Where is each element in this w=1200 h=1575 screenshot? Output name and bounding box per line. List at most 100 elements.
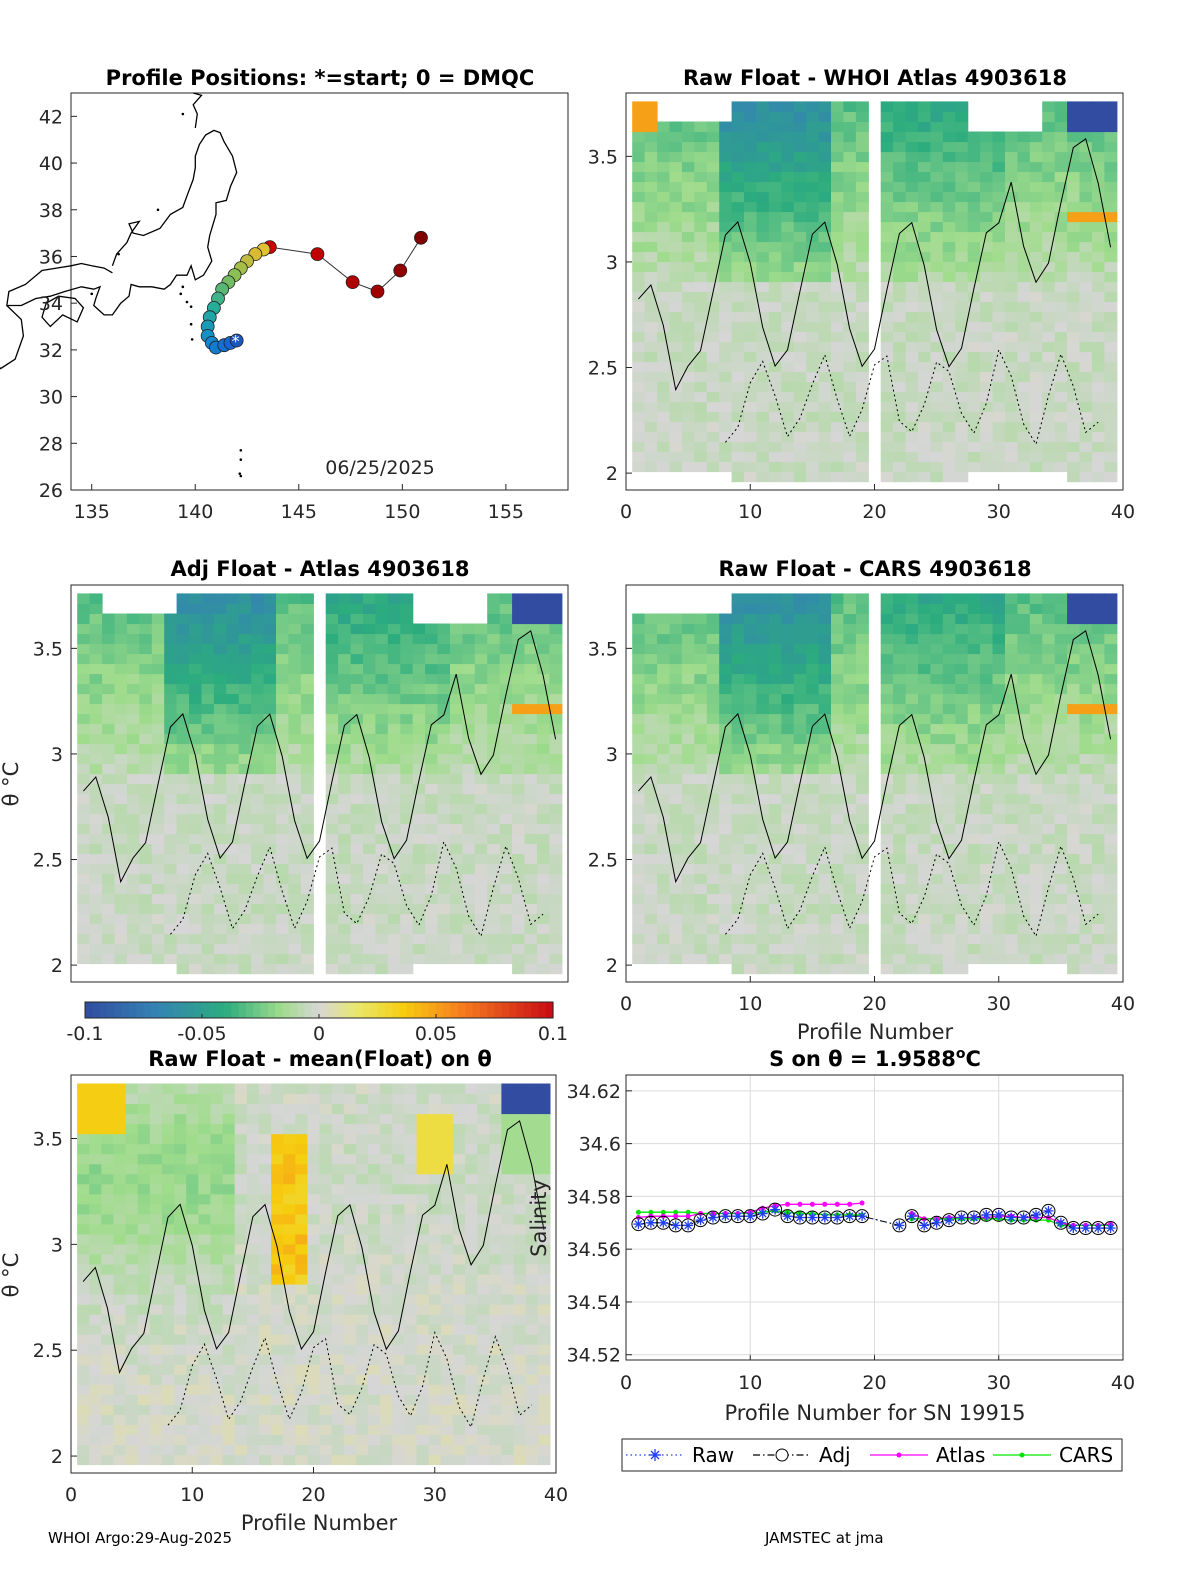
- heat-cell: [338, 823, 352, 835]
- heat-cell: [89, 1253, 102, 1265]
- heat-cell: [450, 893, 463, 905]
- heat-cell: [681, 251, 695, 263]
- heat-cell: [669, 923, 683, 935]
- heat-cell: [524, 613, 538, 625]
- heat-cell: [967, 341, 981, 353]
- heat-cell: [992, 903, 1006, 915]
- heat-cell: [930, 201, 944, 213]
- heat-cell: [768, 271, 782, 283]
- heat-cell: [905, 371, 919, 383]
- heat-cell: [400, 653, 414, 665]
- heat-cell: [462, 893, 476, 905]
- heat-cell: [1067, 281, 1081, 293]
- heat-cell: [288, 913, 302, 925]
- heat-cell: [669, 943, 683, 955]
- heat-cell: [102, 853, 116, 865]
- heat-cell: [768, 411, 782, 423]
- heat-cell: [77, 613, 91, 625]
- profile-position-21: [393, 263, 408, 278]
- heat-cell: [744, 933, 757, 945]
- heat-cell: [325, 663, 339, 675]
- heat-cell: [893, 101, 907, 112]
- heat-cell: [905, 663, 919, 675]
- heat-cell: [222, 1304, 236, 1315]
- heat-cell: [186, 1274, 199, 1285]
- heat-cell: [300, 903, 314, 915]
- heat-cell: [126, 923, 140, 935]
- heat-cell: [536, 833, 550, 845]
- heat-cell: [102, 893, 116, 905]
- heat-cell: [756, 893, 770, 905]
- heat-cell: [967, 291, 981, 303]
- heat-cell: [102, 843, 116, 855]
- heat-cell: [768, 181, 782, 193]
- heat-cell: [263, 763, 277, 775]
- heat-cell: [151, 803, 165, 815]
- heat-cell: [806, 903, 820, 915]
- heat-cell: [843, 131, 857, 143]
- heat-cell: [174, 1334, 187, 1345]
- heat-cell: [102, 913, 116, 925]
- heat-cell: [1104, 823, 1118, 835]
- heat-cell: [793, 471, 807, 483]
- heat-cell: [657, 271, 671, 283]
- heat-cell: [806, 161, 820, 173]
- heat-cell: [955, 471, 969, 483]
- heat-cell: [288, 603, 302, 614]
- heat-cell: [1067, 121, 1081, 133]
- heat-cell: [992, 281, 1006, 293]
- heat-cell: [238, 963, 252, 975]
- heat-cell: [226, 593, 240, 604]
- heat-cell: [806, 633, 820, 645]
- heat-cell: [955, 361, 969, 373]
- heat-cell: [176, 823, 190, 835]
- heat-cell: [880, 703, 894, 715]
- heat-cell: [731, 743, 745, 755]
- heat-cell: [77, 1444, 90, 1456]
- heat-cell: [499, 613, 513, 625]
- colorbar-swatch: [260, 1002, 269, 1018]
- heat-cell: [338, 953, 352, 965]
- heat-cell: [818, 813, 832, 825]
- heat-cell: [632, 913, 646, 925]
- heat-cell: [1029, 613, 1043, 625]
- heat-cell: [251, 663, 265, 675]
- heat-cell: [1079, 773, 1093, 785]
- heat-cell: [1029, 883, 1043, 895]
- heat-cell: [213, 833, 227, 845]
- heat-cell: [1042, 261, 1056, 273]
- heat-cell: [669, 793, 683, 805]
- heat-cell: [719, 683, 733, 695]
- heat-cell: [161, 1233, 175, 1245]
- heat-cell: [644, 743, 658, 755]
- heat-cell: [843, 181, 857, 193]
- heat-cell: [213, 773, 227, 785]
- heat-cell: [967, 161, 981, 173]
- heat-cell: [499, 923, 513, 935]
- heat-cell: [880, 201, 894, 213]
- map-title: Profile Positions: *=start; 0 = DMQC: [106, 66, 535, 90]
- heat-cell: [806, 451, 820, 463]
- heat-cell: [768, 431, 782, 443]
- heat-cell: [918, 633, 931, 645]
- heat-cell: [1067, 893, 1081, 905]
- heat-cell: [77, 1253, 90, 1265]
- heat-cell: [756, 863, 770, 875]
- heat-cell: [1067, 783, 1081, 795]
- heat-cell: [226, 773, 240, 785]
- heat-cell: [818, 643, 832, 655]
- heat-cell: [967, 923, 981, 935]
- heat-cell: [1042, 903, 1056, 915]
- heat-cell: [263, 903, 277, 915]
- heat-cell: [300, 613, 314, 625]
- heat-cell: [1091, 251, 1105, 263]
- heat-cell: [719, 271, 733, 283]
- heat-cell: [706, 953, 720, 965]
- heat-cell: [400, 693, 414, 705]
- heat-cell: [101, 1294, 114, 1305]
- heat-cell: [226, 603, 240, 614]
- heat-cell: [474, 763, 488, 775]
- heat-cell: [1029, 231, 1043, 243]
- heat-cell: [238, 933, 252, 945]
- heat-cell: [768, 863, 782, 875]
